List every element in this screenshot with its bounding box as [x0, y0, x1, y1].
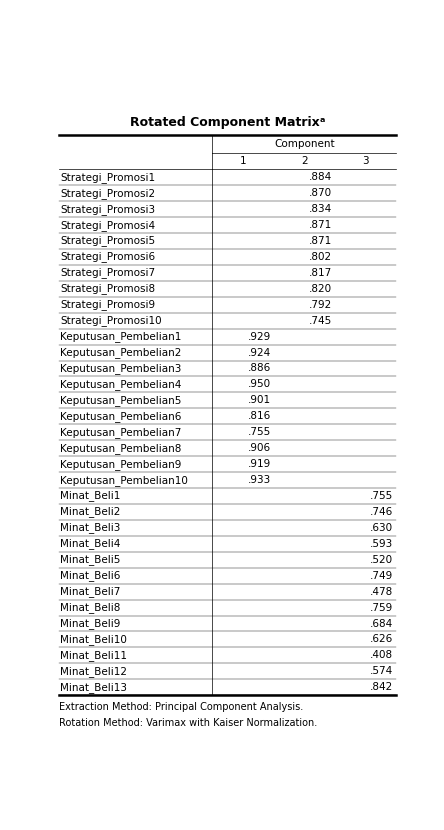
Text: Keputusan_Pembelian8: Keputusan_Pembelian8	[60, 442, 182, 454]
Text: Minat_Beli4: Minat_Beli4	[60, 539, 121, 549]
Text: 2: 2	[301, 156, 308, 166]
Text: .834: .834	[309, 204, 333, 214]
Text: .906: .906	[248, 443, 271, 453]
Text: Strategi_Promosi8: Strategi_Promosi8	[60, 283, 155, 295]
Text: .746: .746	[370, 507, 393, 517]
Text: .630: .630	[370, 523, 393, 533]
Text: Minat_Beli8: Minat_Beli8	[60, 602, 121, 613]
Text: .574: .574	[370, 666, 393, 676]
Text: Minat_Beli9: Minat_Beli9	[60, 618, 121, 629]
Text: .924: .924	[248, 348, 271, 358]
Text: Minat_Beli5: Minat_Beli5	[60, 554, 121, 565]
Text: .950: .950	[248, 379, 271, 389]
Text: .802: .802	[309, 252, 333, 262]
Text: .755: .755	[370, 491, 393, 501]
Text: .749: .749	[370, 571, 393, 581]
Text: Strategi_Promosi3: Strategi_Promosi3	[60, 203, 155, 215]
Text: .871: .871	[309, 220, 333, 230]
Text: Rotation Method: Varimax with Kaiser Normalization.: Rotation Method: Varimax with Kaiser Nor…	[59, 718, 317, 728]
Text: .933: .933	[248, 475, 271, 485]
Text: Keputusan_Pembelian3: Keputusan_Pembelian3	[60, 363, 182, 374]
Text: .684: .684	[370, 618, 393, 628]
Text: 3: 3	[362, 156, 369, 166]
Text: Keputusan_Pembelian10: Keputusan_Pembelian10	[60, 475, 188, 486]
Text: Keputusan_Pembelian4: Keputusan_Pembelian4	[60, 379, 182, 390]
Text: .919: .919	[248, 459, 271, 469]
Text: .478: .478	[370, 587, 393, 597]
Text: Minat_Beli13: Minat_Beli13	[60, 681, 127, 693]
Text: .408: .408	[370, 651, 393, 661]
Text: Keputusan_Pembelian5: Keputusan_Pembelian5	[60, 395, 182, 406]
Text: Minat_Beli1: Minat_Beli1	[60, 491, 121, 501]
Text: Strategi_Promosi1: Strategi_Promosi1	[60, 172, 155, 183]
Text: Minat_Beli3: Minat_Beli3	[60, 522, 121, 534]
Text: Keputusan_Pembelian1: Keputusan_Pembelian1	[60, 331, 182, 342]
Text: .593: .593	[370, 539, 393, 549]
Text: .792: .792	[309, 300, 333, 310]
Text: .816: .816	[248, 412, 271, 422]
Text: Minat_Beli7: Minat_Beli7	[60, 586, 121, 597]
Text: .520: .520	[370, 554, 393, 564]
Text: .820: .820	[309, 284, 333, 294]
Text: .929: .929	[248, 332, 271, 342]
Text: .842: .842	[370, 682, 393, 692]
Text: .817: .817	[309, 268, 333, 278]
Text: .759: .759	[370, 603, 393, 613]
Text: .755: .755	[248, 427, 271, 437]
Text: .901: .901	[248, 395, 271, 405]
Text: Keputusan_Pembelian2: Keputusan_Pembelian2	[60, 347, 182, 358]
Text: Minat_Beli6: Minat_Beli6	[60, 570, 121, 581]
Text: Strategi_Promosi2: Strategi_Promosi2	[60, 188, 155, 198]
Text: Strategi_Promosi9: Strategi_Promosi9	[60, 300, 155, 310]
Text: Component: Component	[274, 139, 335, 149]
Text: Extraction Method: Principal Component Analysis.: Extraction Method: Principal Component A…	[59, 701, 303, 711]
Text: .870: .870	[309, 188, 333, 198]
Text: Strategi_Promosi10: Strategi_Promosi10	[60, 315, 162, 326]
Text: 1: 1	[240, 156, 246, 166]
Text: Keputusan_Pembelian6: Keputusan_Pembelian6	[60, 411, 182, 422]
Text: Strategi_Promosi7: Strategi_Promosi7	[60, 267, 155, 278]
Text: Strategi_Promosi4: Strategi_Promosi4	[60, 220, 155, 231]
Text: Minat_Beli2: Minat_Beli2	[60, 506, 121, 517]
Text: .884: .884	[309, 173, 333, 183]
Text: Rotated Component Matrixᵃ: Rotated Component Matrixᵃ	[130, 115, 325, 129]
Text: Strategi_Promosi6: Strategi_Promosi6	[60, 251, 155, 262]
Text: .745: .745	[309, 315, 333, 325]
Text: Strategi_Promosi5: Strategi_Promosi5	[60, 236, 155, 247]
Text: Minat_Beli11: Minat_Beli11	[60, 650, 127, 661]
Text: Minat_Beli10: Minat_Beli10	[60, 634, 127, 645]
Text: .626: .626	[370, 634, 393, 644]
Text: Keputusan_Pembelian7: Keputusan_Pembelian7	[60, 427, 182, 437]
Text: .871: .871	[309, 236, 333, 246]
Text: Keputusan_Pembelian9: Keputusan_Pembelian9	[60, 459, 182, 470]
Text: Minat_Beli12: Minat_Beli12	[60, 666, 127, 676]
Text: .886: .886	[248, 364, 271, 374]
